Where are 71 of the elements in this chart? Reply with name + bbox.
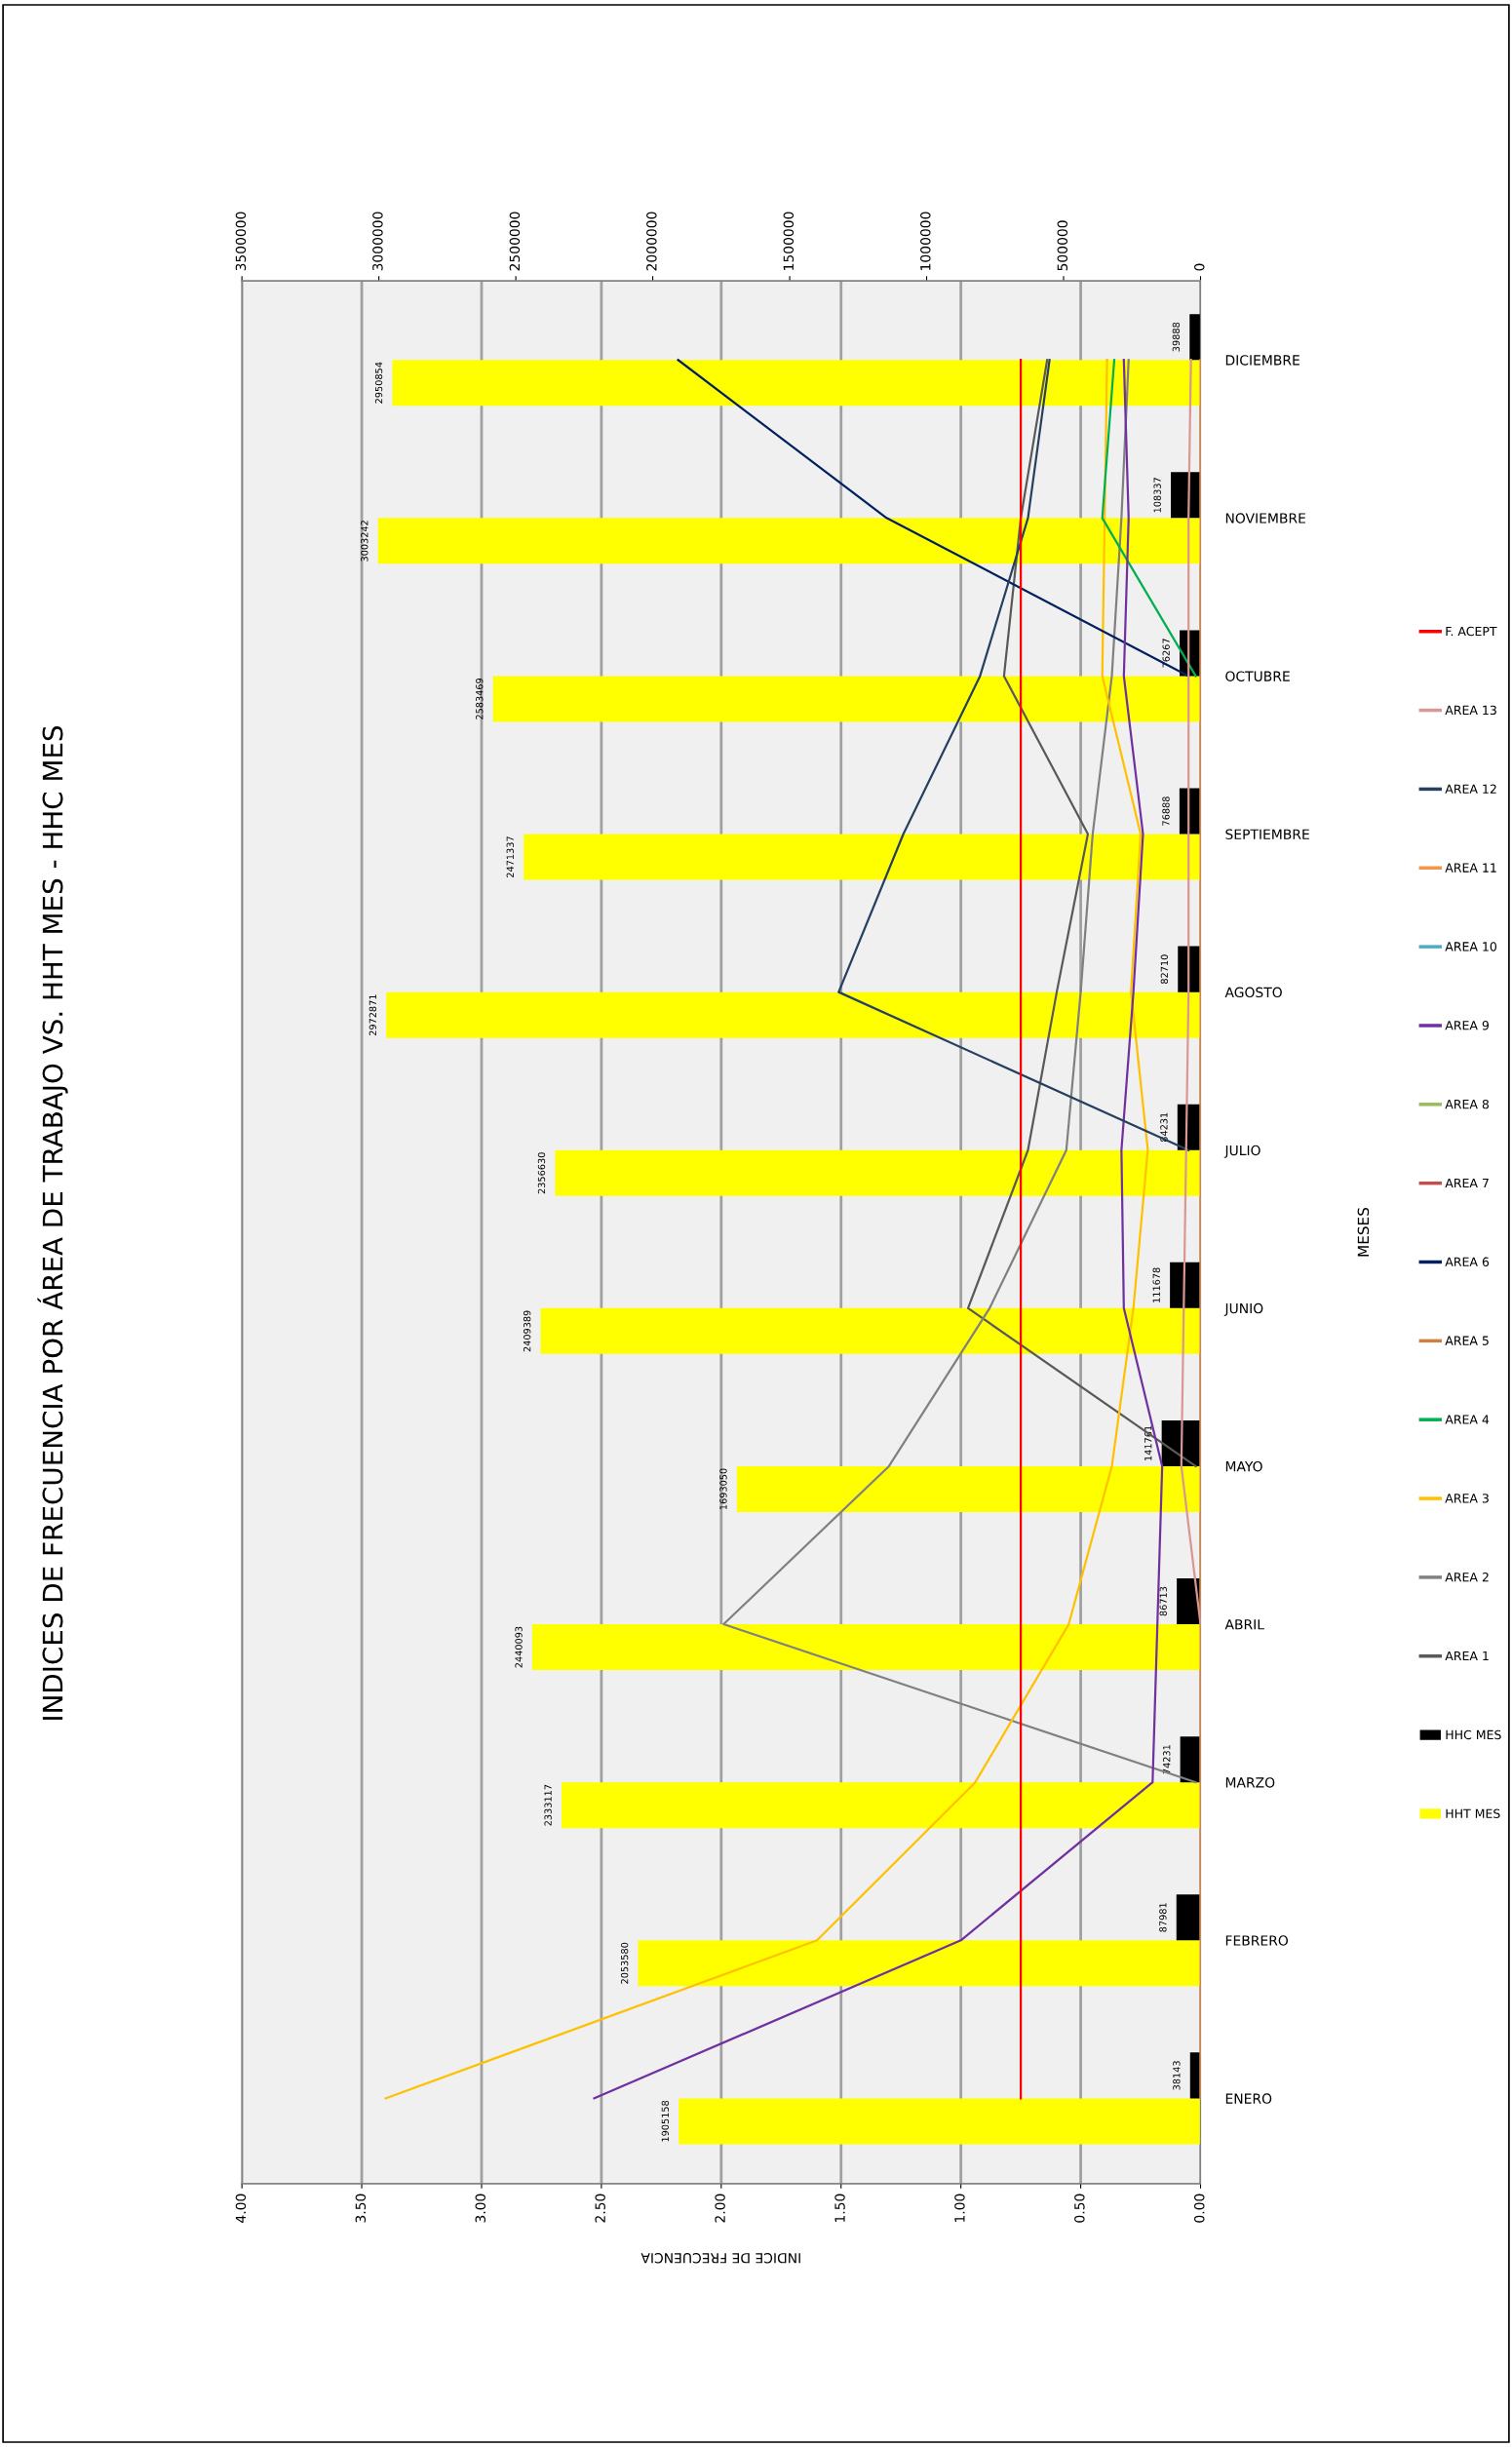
x-tick-label: 2.00 [715,2194,725,2223]
legend-label: AREA 2 [1445,1572,1489,1582]
y-tick-label: ABRIL [1224,1619,1264,1630]
data-label: 2950854 [374,362,383,404]
data-label: 2471337 [506,836,514,877]
data-label: 2356630 [537,1152,546,1194]
data-label: 108337 [1153,478,1161,513]
x-tick-label: 3.00 [475,2194,486,2223]
data-label: 2333117 [544,1784,552,1826]
data-label: 2583469 [476,678,484,719]
x-tick-label: 1.50 [834,2194,845,2223]
x2-tick-label: 1500000 [783,212,795,270]
data-label: 74231 [1163,1745,1171,1774]
x2-tick-label: 0 [1194,263,1205,271]
x-axis-title: INDICE DE FRECUENCIA [640,2253,800,2264]
legend-label: F. ACEPT [1446,626,1497,637]
data-label: 86713 [1159,1586,1167,1616]
y-tick-label: DICIEMBRE [1225,355,1299,366]
data-label: 82710 [1160,954,1169,984]
legend-label: AREA 9 [1445,1021,1490,1030]
legend-label: AREA 12 [1445,784,1496,794]
data-label: 2053580 [620,1942,629,1984]
data-label: 141761 [1144,1425,1152,1460]
y-tick-label: AGOSTO [1224,987,1282,998]
data-label: 87981 [1159,1903,1167,1932]
data-label: 2409389 [523,1310,531,1352]
x2-tick-label: 1000000 [920,212,931,270]
text: INDICES DE FRECUENCIA POR ÁREA DE TRABAJO VS. HHT MES - HHC MES [37,725,68,1720]
y-tick-label: SEPTIEMBRE [1225,829,1309,839]
y-tick-label: JUNIO [1223,1302,1263,1316]
data-label: 111678 [1152,1267,1160,1302]
y-tick-label: MARZO [1225,1777,1275,1788]
y-axis-title: MESES [1357,1207,1370,1257]
y-tick-label: ENERO [1225,2093,1272,2104]
x-tick-label: 0.00 [1194,2194,1205,2223]
data-label: 76888 [1162,796,1170,826]
data-label: 39888 [1172,322,1181,352]
data-label: 1693050 [719,1468,727,1510]
legend-label: AREA 4 [1445,1415,1490,1424]
x2-tick-label: 2000000 [646,212,657,271]
x-tick-label: 1.00 [954,2194,965,2223]
data-label: 1905158 [661,2100,670,2142]
legend-label: AREA 10 [1445,942,1497,952]
y-tick-label: NOVIEMBRE [1225,513,1305,524]
x-tick-label: 0.50 [1074,2194,1085,2223]
legend-label: HHC MES [1446,1729,1501,1740]
x-tick-label: 2.50 [595,2194,605,2223]
x-tick-label: 4.00 [235,2194,247,2223]
legend-label: AREA 6 [1445,1257,1490,1267]
legend-label: AREA 5 [1445,1336,1489,1345]
x2-tick-label: 3500000 [235,212,247,271]
data-label: 2440093 [515,1626,523,1668]
x2-tick-label: 2500000 [509,212,521,271]
legend-label: AREA 1 [1445,1651,1489,1661]
y-tick-label: MAYO [1225,1460,1262,1472]
x2-tick-label: 3000000 [372,212,383,271]
data-label: 3003242 [361,521,368,562]
legend-label: AREA 7 [1445,1178,1489,1188]
data-label: 38143 [1173,2061,1181,2090]
y-tick-label: JULIO [1223,1145,1260,1158]
legend-label: AREA 13 [1445,705,1496,716]
data-label: 84231 [1160,1112,1168,1143]
legend-label: AREA 8 [1445,1099,1490,1109]
data-label: 2972871 [368,994,377,1036]
legend-label: AREA 11 [1445,863,1496,873]
legend-label: HHT MES [1446,1808,1500,1818]
x-tick-label: 3.50 [355,2194,367,2223]
x2-tick-label: 500000 [1057,220,1068,271]
legend-label: AREA 3 [1445,1494,1489,1503]
y-tick-label: OCTUBRE [1225,671,1290,681]
y-tick-label: FEBRERO [1225,1935,1289,1946]
